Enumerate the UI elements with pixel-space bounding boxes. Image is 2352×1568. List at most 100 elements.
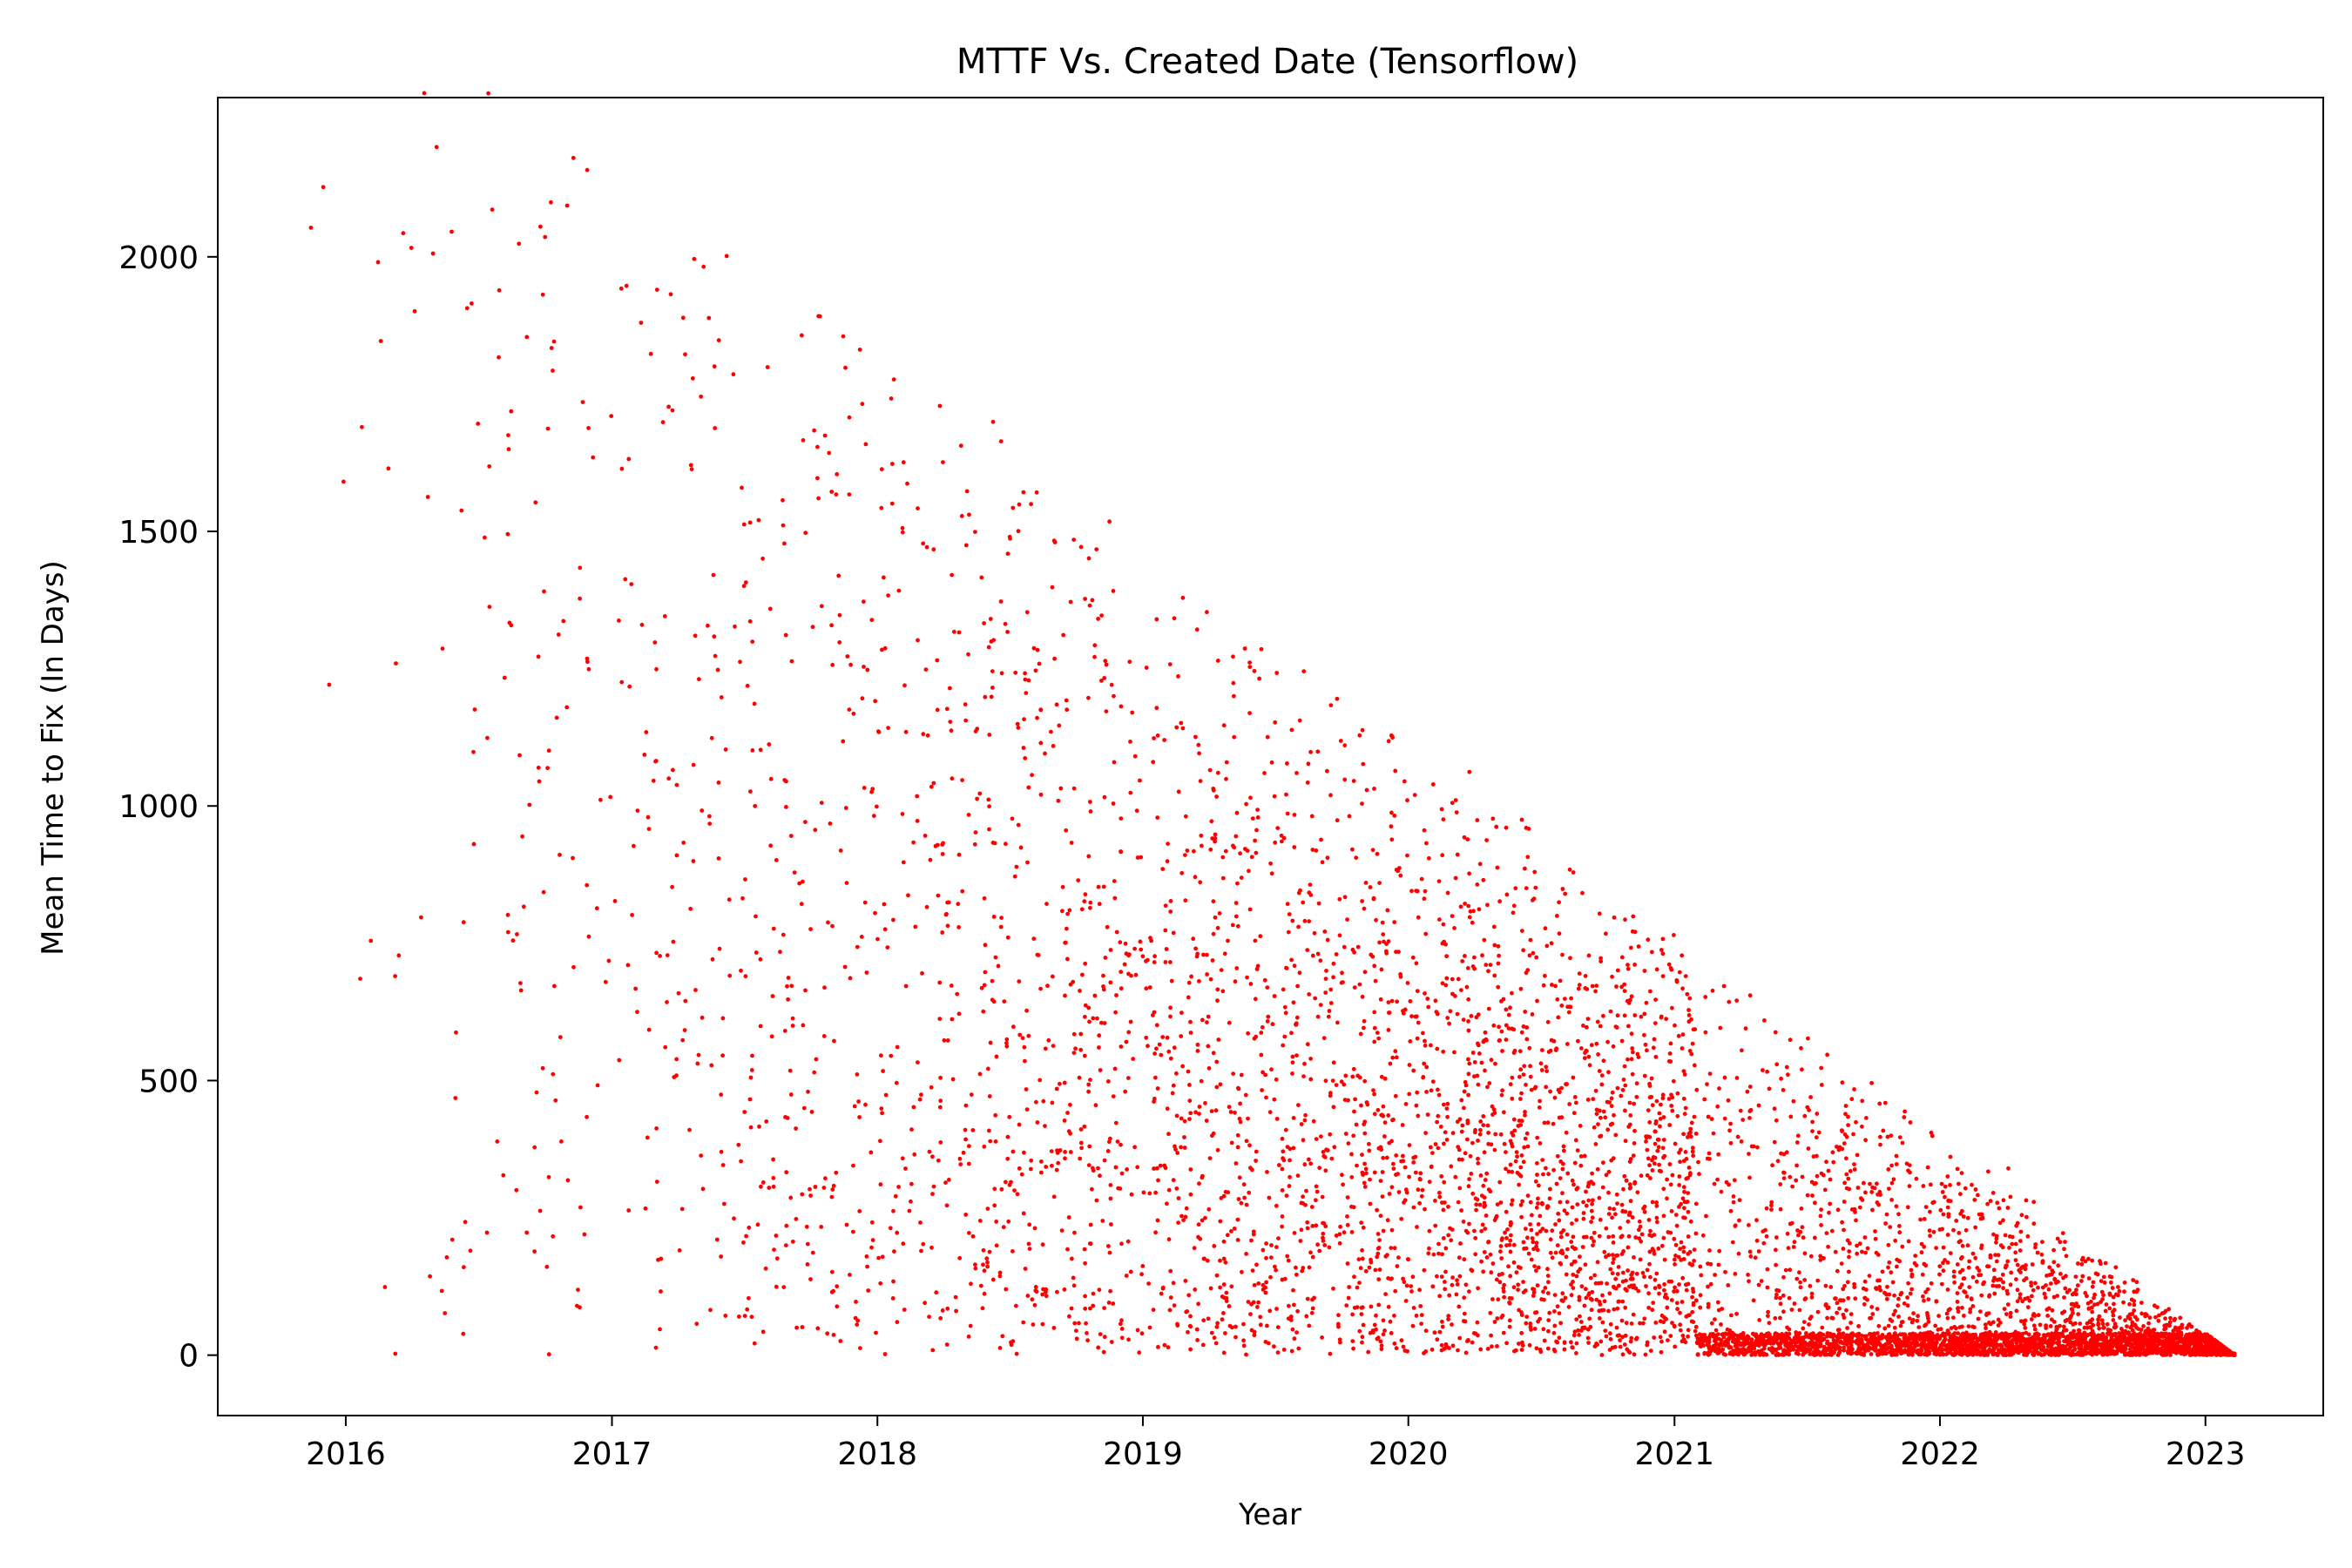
data-point [935,658,940,663]
data-point [1634,1081,1639,1086]
data-point [1498,1200,1504,1205]
data-point [1852,1162,1856,1166]
data-point [1652,1248,1656,1254]
data-point [812,1070,817,1075]
data-point [1291,1288,1295,1293]
data-point [767,742,772,747]
data-point [1016,822,1021,828]
data-point [1249,855,1254,860]
data-point [1393,1049,1398,1054]
data-point [1462,835,1467,840]
data-point [1610,1271,1615,1276]
data-point [915,819,920,823]
data-point [1681,1185,1686,1190]
data-point [749,1068,754,1072]
data-point [683,998,688,1004]
data-point [1511,1285,1517,1290]
data-point [1620,1209,1625,1214]
data-point [1209,819,1214,824]
data-point [1182,1146,1187,1150]
data-point [1991,1232,1996,1237]
data-point [993,1112,998,1118]
data-point [1463,1319,1468,1324]
data-point [1773,1030,1778,1035]
data-point [931,1184,936,1189]
data-point [1553,1048,1558,1052]
data-point [1774,1292,1779,1297]
data-point [1097,902,1102,907]
data-point [2061,1275,2065,1281]
data-point [630,913,634,917]
data-point [854,1300,858,1304]
data-point [1710,988,1715,993]
data-point [1296,924,1301,929]
data-point [1466,1092,1470,1098]
data-point [1092,993,1098,998]
data-point [1125,1167,1129,1172]
data-point [1393,1288,1398,1294]
data-point [1159,1052,1164,1058]
data-point [1864,1116,1869,1120]
data-point [707,821,713,826]
data-point [1337,896,1342,902]
data-point [1129,973,1133,978]
data-point [1504,1341,1509,1346]
data-point [1442,1102,1446,1107]
data-point [1894,1204,1899,1209]
data-point [913,924,918,929]
data-point [2083,1259,2088,1264]
data-point [1923,1322,1929,1327]
data-point [1419,876,1424,882]
data-point [1232,734,1237,740]
data-point [1345,1222,1350,1227]
data-point [1465,837,1470,841]
data-point [1188,1031,1193,1035]
data-point [623,577,628,582]
data-point [1680,1196,1686,1201]
data-point [1267,1110,1273,1115]
data-point [1596,1122,1600,1126]
data-point [1691,1027,1696,1032]
data-point [1631,1312,1636,1317]
data-point [1556,1211,1561,1216]
data-point [1654,1271,1659,1276]
data-point [1187,1083,1192,1087]
data-point [1237,1175,1242,1180]
data-point [1764,1233,1769,1239]
data-point [906,893,910,898]
data-point [1659,1339,1664,1344]
data-point [1294,1053,1299,1058]
data-point [1550,1228,1555,1233]
data-point [2086,1256,2091,1261]
data-point [434,145,439,150]
data-point [1239,1200,1244,1206]
data-point [1281,1348,1287,1352]
data-point [1937,1272,1942,1277]
data-point [744,1233,748,1239]
data-point [1647,1081,1652,1086]
data-point [2103,1308,2108,1314]
data-point [1794,1276,1800,1281]
data-point [1536,1319,1540,1324]
data-point [1716,1152,1721,1157]
data-point [1453,798,1458,802]
data-point [1658,1117,1663,1121]
data-point [1504,892,1510,897]
data-point [1186,1069,1191,1074]
data-point [1500,1049,1504,1053]
data-point [1657,1111,1662,1116]
data-point [1219,968,1224,972]
data-point [1769,1203,1774,1208]
data-point [1690,1146,1695,1151]
data-point [594,906,599,911]
data-point [1819,1065,1824,1071]
data-point [1210,958,1215,963]
data-point [2039,1252,2044,1257]
data-point [1244,1139,1249,1144]
data-point [1463,954,1467,958]
data-point [1692,1247,1697,1252]
data-point [1589,1308,1594,1313]
data-point [1357,1281,1362,1285]
data-point [2001,1218,2005,1223]
data-point [1489,1270,1494,1275]
